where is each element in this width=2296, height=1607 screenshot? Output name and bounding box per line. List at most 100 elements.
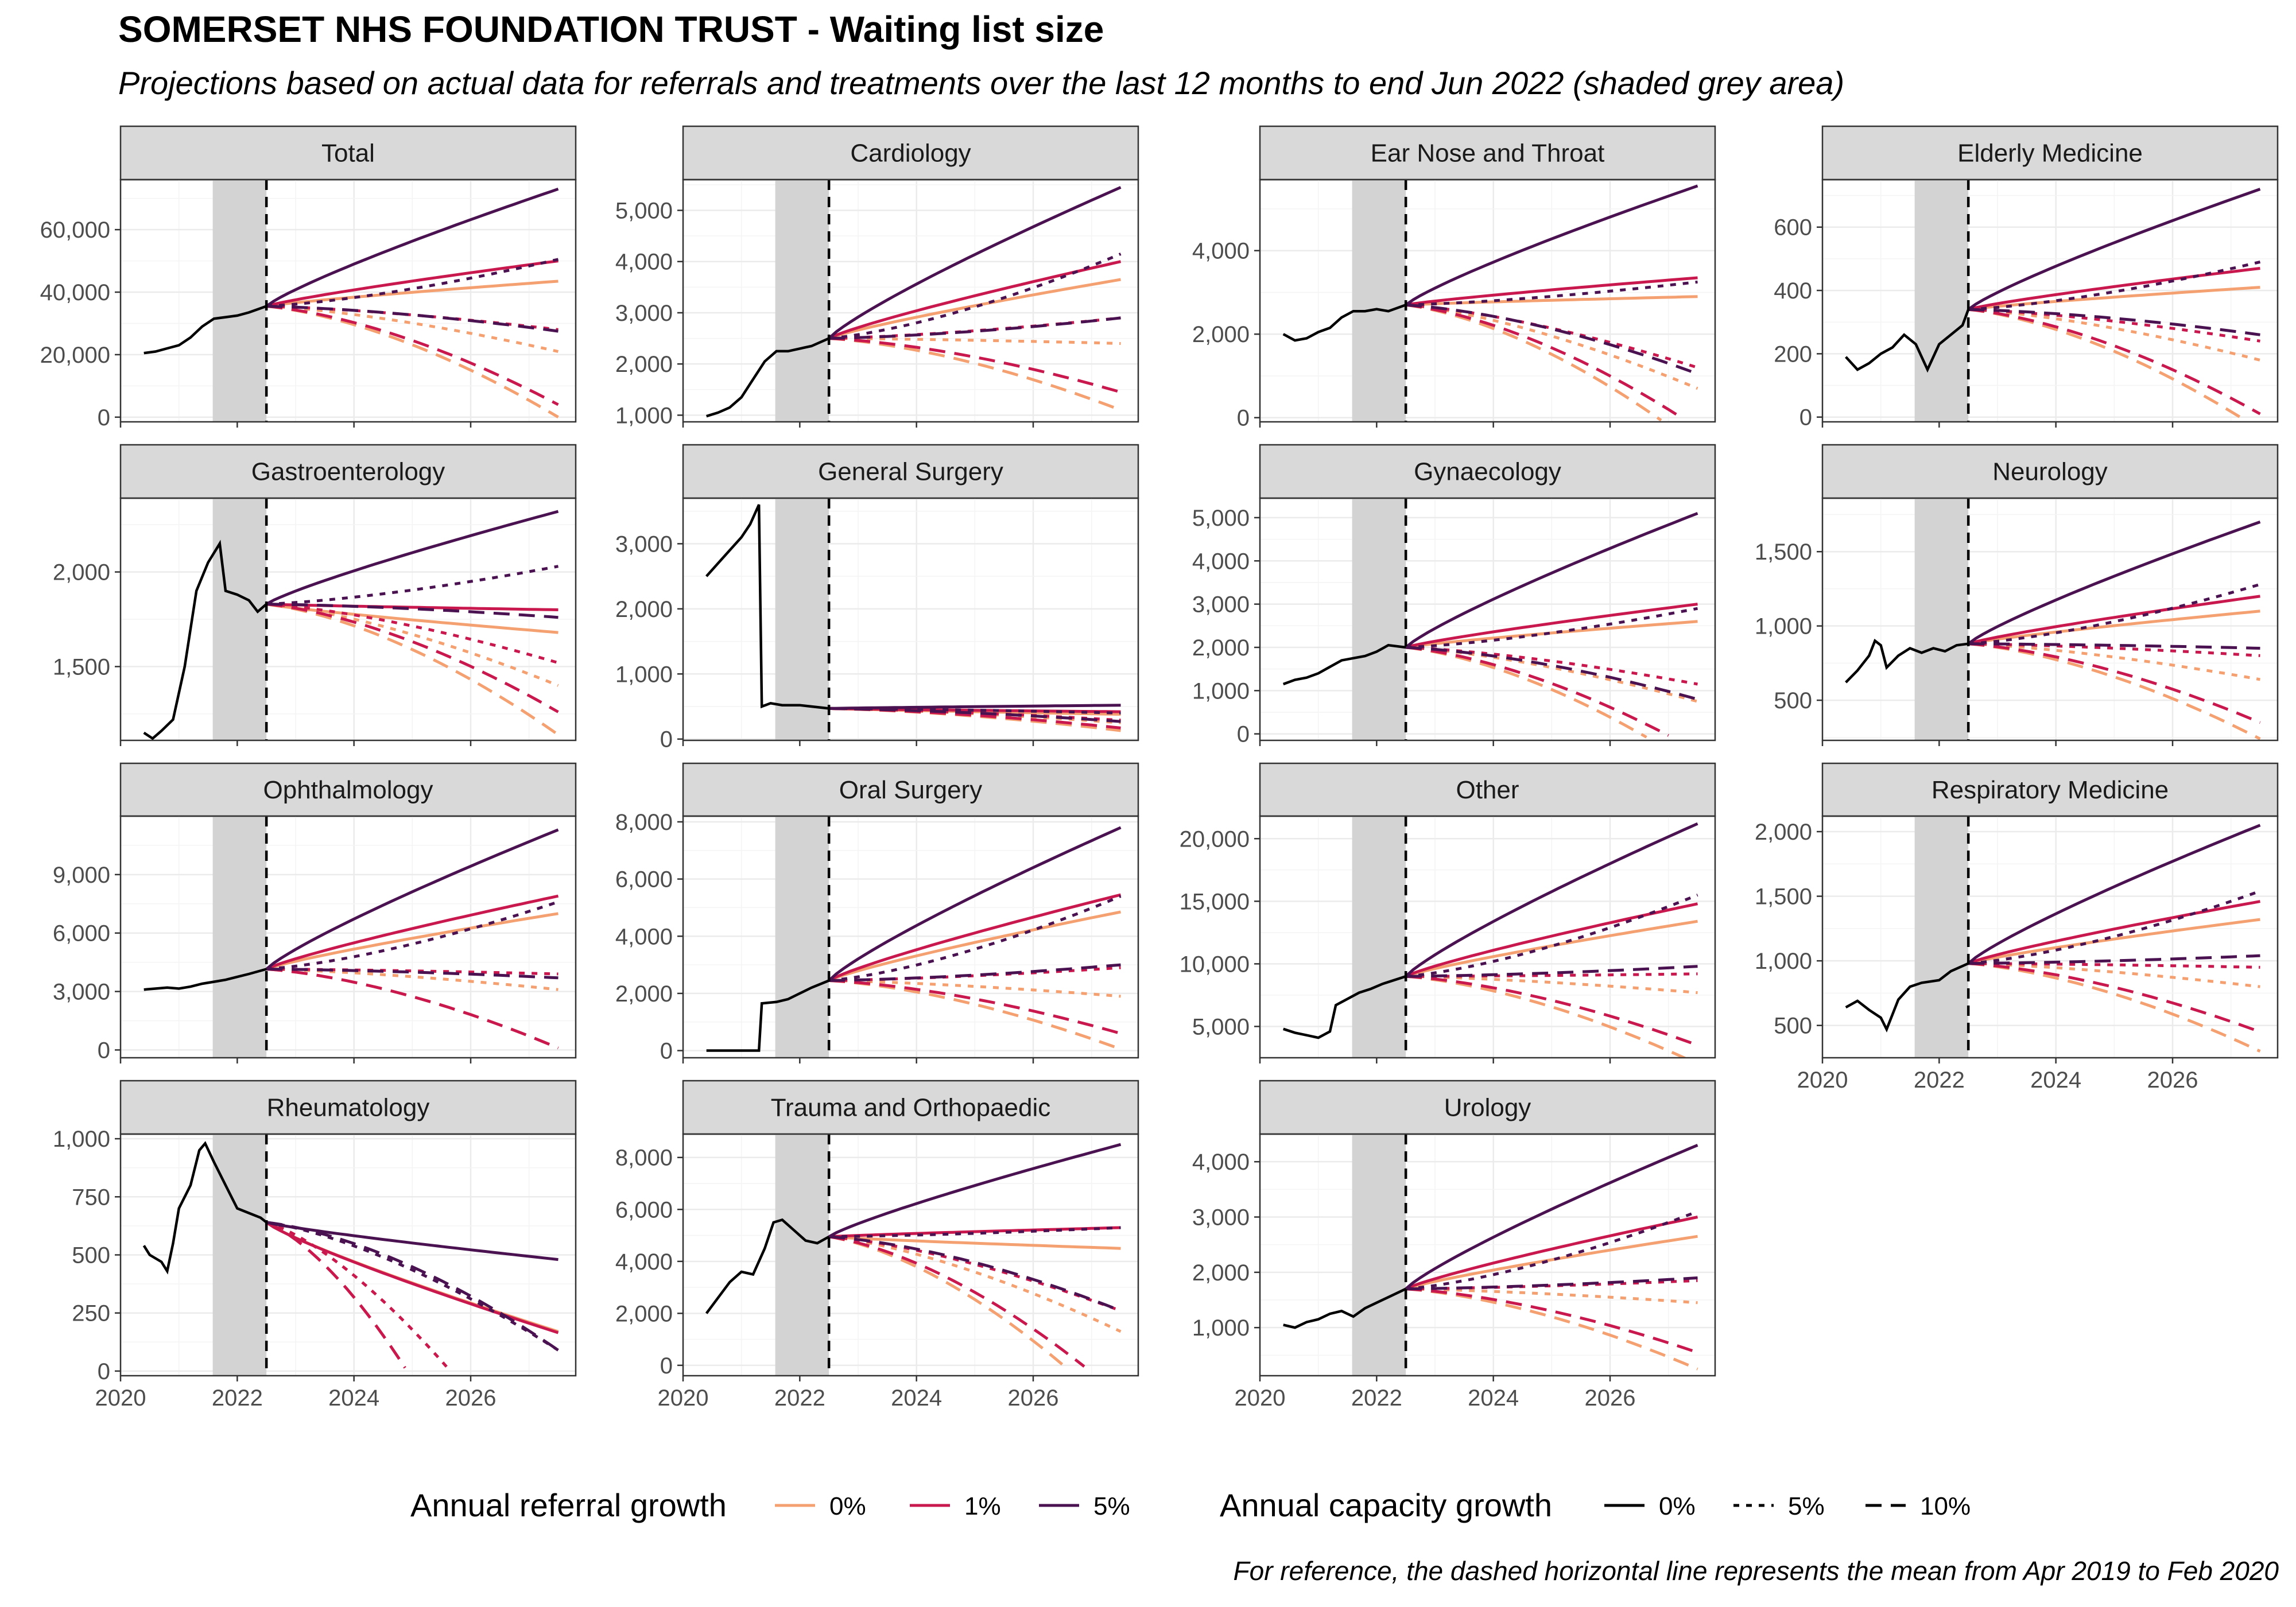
projection-lines xyxy=(828,826,1122,1051)
projection-line-referral-0pct-capacity-0pct xyxy=(266,280,559,308)
y-tick-label: 1,000 xyxy=(53,1127,110,1152)
panel-strip-label: Gastroenterology xyxy=(251,458,445,486)
y-tick-label: 1,000 xyxy=(1192,1315,1250,1341)
y-tick-label: 2,000 xyxy=(1192,322,1250,347)
projection-lines xyxy=(1405,822,1698,1058)
projection-line-referral-0pct-capacity-0pct xyxy=(266,603,559,634)
panel-strip xyxy=(119,1080,577,1135)
actual-waiting-list-line xyxy=(144,968,267,991)
projection-line-referral-0pct-capacity-5pct xyxy=(829,707,1121,724)
y-tick-label: 15,000 xyxy=(1180,889,1250,914)
panel-border xyxy=(1821,815,2279,1059)
panel-gridlines xyxy=(1260,1134,1715,1376)
projection-line-referral-1pct-capacity-5pct xyxy=(266,968,559,976)
x-tick-label: 2022 xyxy=(1914,1068,1965,1093)
panel-gridlines xyxy=(121,816,576,1058)
projection-lines xyxy=(1405,512,1698,739)
projection-line-referral-0pct-capacity-5pct xyxy=(1406,1287,1698,1305)
projection-line-referral-5pct-capacity-5pct xyxy=(1406,607,1698,649)
y-tick-label: 4,000 xyxy=(615,1249,673,1275)
legend-referral-label: 1% xyxy=(964,1492,1001,1520)
x-tick-label: 2020 xyxy=(95,1385,146,1411)
projection-line-referral-1pct-capacity-5pct xyxy=(829,316,1121,340)
projection-line-referral-5pct-capacity-0pct xyxy=(828,1143,1122,1238)
panel-strip-label: Elderly Medicine xyxy=(1957,139,2143,168)
panel-respiratory-medicine: Respiratory Medicine 500 1,000 1,500 2,000 20… xyxy=(1755,762,2279,1093)
y-tick-label: 200 xyxy=(1774,341,1812,367)
y-tick-label: 0 xyxy=(1237,406,1250,431)
panel-strip xyxy=(119,444,577,499)
y-tick-label: 2,000 xyxy=(1192,1260,1250,1286)
projection-line-referral-1pct-capacity-0pct xyxy=(1968,900,2260,965)
panel-gastroenterology: Gastroenterology 1,500 2,000 xyxy=(53,444,577,746)
x-tick-label: 2024 xyxy=(1468,1385,1519,1411)
projection-lines xyxy=(265,187,559,418)
projection-line-referral-0pct-capacity-0pct xyxy=(1405,919,1698,978)
panel-strip-label: Cardiology xyxy=(850,139,971,168)
panel-total: Total 0 20,000 40,000 60,000 xyxy=(40,125,577,430)
projection-line-referral-1pct-capacity-0pct xyxy=(1405,902,1698,978)
panel-border xyxy=(1259,1133,1716,1377)
legend-capacity-title: Annual capacity growth xyxy=(1220,1487,1552,1523)
x-tick-label: 2024 xyxy=(328,1385,379,1411)
actual-waiting-list-line xyxy=(142,1141,267,1275)
shaded-period xyxy=(775,498,829,740)
projection-line-referral-5pct-capacity-10pct xyxy=(1968,954,2260,965)
projection-line-referral-5pct-capacity-0pct xyxy=(1967,521,2261,645)
projection-line-referral-0pct-capacity-0pct xyxy=(1968,610,2260,646)
y-tick-label: 0 xyxy=(660,727,673,752)
projection-line-referral-1pct-capacity-5pct xyxy=(1968,308,2260,343)
actual-waiting-list-line xyxy=(1283,1287,1407,1329)
projection-line-referral-5pct-capacity-5pct xyxy=(829,1226,1121,1239)
projection-line-referral-1pct-capacity-0pct xyxy=(266,603,559,611)
panel-strip xyxy=(682,125,1139,181)
projection-line-referral-0pct-capacity-5pct xyxy=(1968,642,2260,681)
projection-line-referral-1pct-capacity-0pct xyxy=(1405,603,1698,649)
panel-strip xyxy=(1259,1080,1716,1135)
y-tick-label: 1,500 xyxy=(1755,539,1812,565)
projection-line-referral-0pct-capacity-0pct xyxy=(266,912,559,971)
x-tick-label: 2020 xyxy=(1797,1068,1848,1093)
y-tick-label: 1,500 xyxy=(53,654,110,680)
actual-waiting-list-line xyxy=(1282,643,1406,686)
panel-strip xyxy=(1821,762,2279,817)
shaded-period xyxy=(775,180,829,422)
panel-border xyxy=(119,497,577,742)
shaded-period xyxy=(1352,816,1406,1058)
actual-waiting-list-line xyxy=(144,305,267,355)
projection-line-referral-0pct-capacity-10pct xyxy=(1405,303,1662,422)
actual-waiting-list-line xyxy=(705,504,829,710)
x-tick-label: 2022 xyxy=(774,1385,825,1411)
y-tick-label: 5,000 xyxy=(1192,506,1250,531)
y-tick-label: 8,000 xyxy=(615,1146,673,1171)
projection-line-referral-5pct-capacity-0pct xyxy=(265,828,559,971)
panel-rheumatology: Rheumatology 0 250 500 750 1,000 2020 2022 2024 2… xyxy=(53,1080,577,1411)
projection-line-referral-1pct-capacity-5pct xyxy=(1968,962,2260,969)
projection-line-referral-1pct-capacity-0pct xyxy=(266,894,559,971)
actual-waiting-list-line xyxy=(1282,304,1406,342)
legend: Annual referral growth 0% 1% 5% Annual capac… xyxy=(410,1487,1971,1523)
y-tick-label: 5,000 xyxy=(615,199,673,224)
panel-border xyxy=(682,1133,1139,1377)
projection-line-referral-5pct-capacity-0pct xyxy=(1405,822,1698,978)
panel-strip xyxy=(682,762,1139,817)
shaded-period xyxy=(1352,498,1406,740)
panel-strip-label: Neurology xyxy=(1992,458,2108,486)
y-tick-label: 1,000 xyxy=(1755,949,1812,974)
y-tick-label: 2,000 xyxy=(615,597,673,622)
y-tick-label: 3,000 xyxy=(615,301,673,326)
projection-line-referral-0pct-capacity-5pct xyxy=(266,968,559,991)
panel-strip xyxy=(1821,444,2279,499)
y-tick-label: 0 xyxy=(660,1353,673,1379)
projection-line-referral-0pct-capacity-0pct xyxy=(829,1235,1121,1250)
shaded-period xyxy=(1352,180,1406,422)
projection-lines xyxy=(265,828,559,1050)
actual-waiting-list-line xyxy=(705,1218,830,1314)
projection-line-referral-1pct-capacity-10pct xyxy=(1968,308,2261,416)
projection-line-referral-1pct-capacity-10pct xyxy=(1405,646,1669,737)
y-tick-label: 2,000 xyxy=(615,1301,673,1326)
legend-capacity-label: 10% xyxy=(1920,1492,1971,1520)
y-tick-label: 8,000 xyxy=(615,810,673,835)
panel-urology: Urology 1,000 2,000 3,000 4,000 2020 2022 2024 2… xyxy=(1192,1080,1716,1411)
shaded-period xyxy=(212,1134,267,1376)
